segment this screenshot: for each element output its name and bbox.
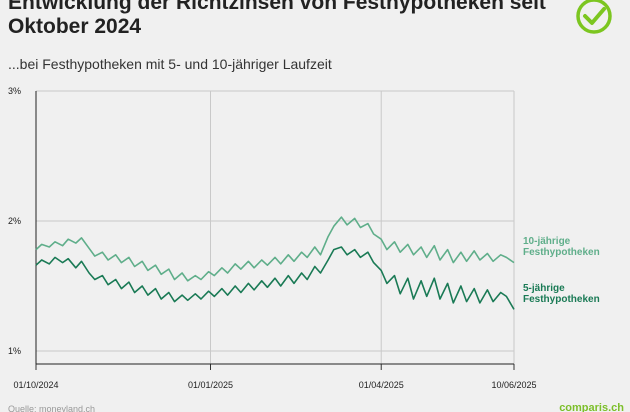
x-tick-label: 01/04/2025 <box>359 380 404 390</box>
x-tick-label: 01/01/2025 <box>188 380 233 390</box>
check-circle-icon <box>576 0 612 34</box>
chart-axes: 1% 2% 3% 01/10/2024 01/01/2025 01/04/2025 10/0… <box>8 86 537 390</box>
x-tick-label: 10/06/2025 <box>491 380 536 390</box>
chart-grid <box>35 90 515 364</box>
brand-logo-text[interactable]: comparis.ch <box>559 402 624 412</box>
y-tick-label: 3% <box>8 86 21 96</box>
x-tick-label: 01/10/2024 <box>13 380 58 390</box>
series-line-0 <box>35 216 515 282</box>
series-line-1 <box>35 246 515 310</box>
y-tick-label: 1% <box>8 346 21 356</box>
series-label-1: 5-jährige Festhypotheken <box>523 283 600 305</box>
series-label-0: 10-jährige Festhypotheken <box>523 236 600 258</box>
page-subtitle: ...bei Festhypotheken mit 5- und 10-jähr… <box>8 56 332 72</box>
y-tick-label: 2% <box>8 216 21 226</box>
source-note: Quelle: moneyland.ch <box>8 404 96 412</box>
chart-series <box>35 216 515 310</box>
page-title: Entwicklung der Richtzinsen von Festhypo… <box>8 0 546 38</box>
chart-series-labels: 10-jährige Festhypotheken 5-jährige Festhyp… <box>523 236 600 305</box>
